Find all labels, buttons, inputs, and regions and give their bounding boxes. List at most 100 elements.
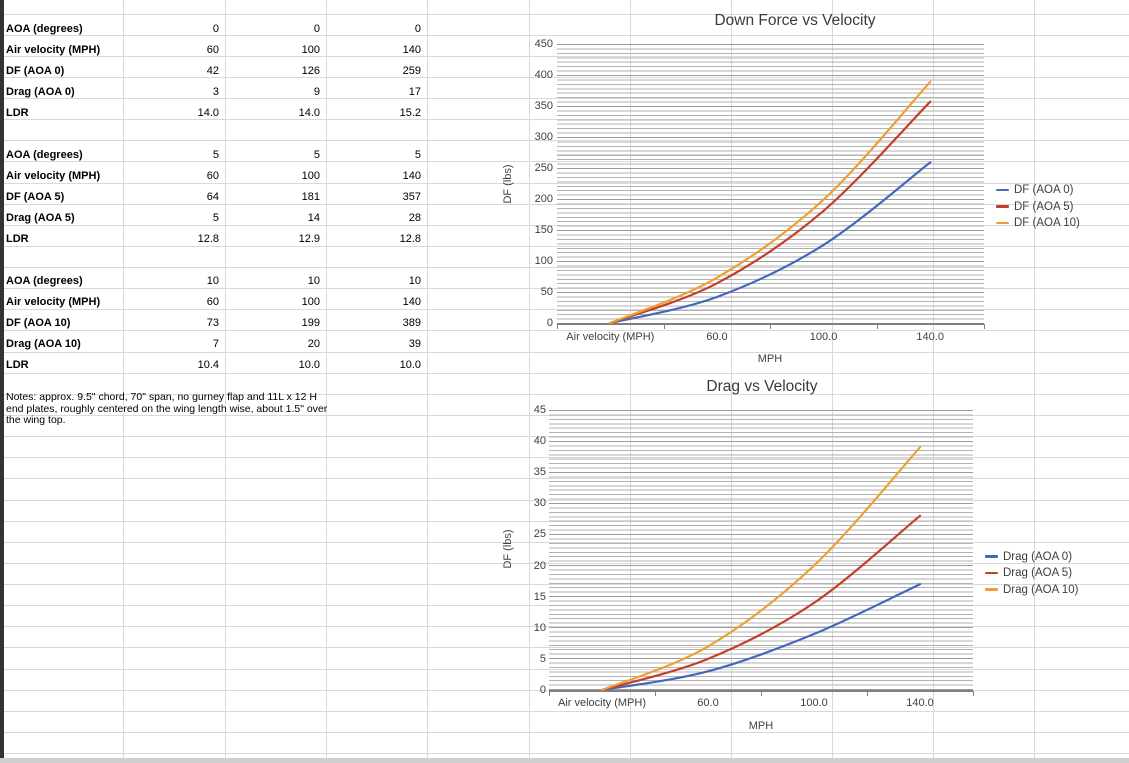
row-label-cell[interactable]: Air velocity (MPH) [6, 170, 101, 182]
gridline-horizontal [0, 330, 1129, 332]
legend-line-swatch [985, 555, 998, 558]
x-axis-category-label: Air velocity (MPH) [557, 697, 646, 709]
row-label-cell[interactable]: Air velocity (MPH) [6, 44, 101, 56]
window-left-edge [0, 0, 4, 758]
value-cell[interactable]: 7 [212, 338, 219, 350]
value-cell[interactable]: 5 [212, 149, 219, 161]
chart-title-downforce: Down Force vs Velocity [714, 12, 876, 29]
value-cell[interactable]: 20 [307, 338, 320, 350]
row-label-cell[interactable]: AOA (degrees) [6, 275, 83, 287]
value-cell[interactable]: 14.0 [197, 107, 219, 119]
value-cell[interactable]: 5 [313, 149, 320, 161]
table-row: Air velocity (MPH) 60 100 140 [0, 292, 430, 313]
value-cell[interactable]: 10 [206, 275, 219, 287]
x-axis-category-label: 60.0 [697, 697, 719, 709]
row-label-cell[interactable]: DF (AOA 0) [6, 65, 65, 77]
value-cell[interactable]: 0 [212, 23, 219, 35]
legend-item[interactable]: DF (AOA 0) [996, 182, 1073, 198]
value-cell[interactable]: 0 [414, 23, 421, 35]
value-cell[interactable]: 259 [402, 65, 421, 77]
table-row: DF (AOA 0) 42 126 259 [0, 61, 430, 82]
row-label-cell[interactable]: AOA (degrees) [6, 23, 83, 35]
x-axis-tick [973, 691, 974, 696]
value-cell[interactable]: 5 [212, 212, 219, 224]
value-cell[interactable]: 100 [301, 44, 320, 56]
legend-label: Drag (AOA 10) [1003, 583, 1079, 596]
value-cell[interactable]: 28 [408, 212, 421, 224]
value-cell[interactable]: 140 [402, 296, 421, 308]
value-cell[interactable]: 12.8 [197, 233, 219, 245]
gridline-vertical [123, 0, 124, 758]
value-cell[interactable]: 73 [206, 317, 219, 329]
x-axis-tick [770, 324, 772, 329]
legend-item[interactable]: Drag (AOA 5) [985, 565, 1072, 581]
x-axis-tick [876, 324, 878, 329]
value-cell[interactable]: 126 [301, 65, 320, 77]
value-cell[interactable]: 0 [313, 23, 320, 35]
value-cell[interactable]: 10.4 [197, 359, 219, 371]
row-label-cell[interactable]: AOA (degrees) [6, 149, 83, 161]
gridline-horizontal [0, 710, 1129, 712]
value-cell[interactable]: 199 [301, 317, 320, 329]
value-cell[interactable]: 5 [414, 149, 421, 161]
notes-cell[interactable]: Notes: approx. 9.5" chord, 70" span, no … [6, 391, 328, 426]
legend-label: DF (AOA 0) [1014, 184, 1074, 196]
row-label-cell[interactable]: LDR [6, 107, 29, 119]
legend-label: Drag (AOA 5) [1003, 567, 1073, 579]
gridline-vertical [529, 0, 530, 758]
legend-item[interactable]: DF (AOA 10) [996, 215, 1080, 231]
y-axis-tick-label: 45 [533, 404, 546, 416]
row-label-cell[interactable]: LDR [6, 233, 29, 245]
x-axis-category-label: 140.0 [916, 331, 944, 343]
legend-item[interactable]: DF (AOA 5) [996, 199, 1073, 215]
y-axis-tick-label: 100 [534, 255, 553, 267]
value-cell[interactable]: 357 [402, 191, 421, 203]
value-cell[interactable]: 389 [402, 317, 421, 329]
y-axis-tick-label: 0 [539, 684, 546, 696]
value-cell[interactable]: 64 [206, 191, 219, 203]
value-cell[interactable]: 15.2 [399, 107, 421, 119]
value-cell[interactable]: 39 [408, 338, 421, 350]
value-cell[interactable]: 14.0 [298, 107, 320, 119]
value-cell[interactable]: 3 [212, 86, 219, 98]
row-label-cell[interactable]: Air velocity (MPH) [6, 296, 101, 308]
value-cell[interactable]: 10.0 [399, 359, 421, 371]
row-label-cell[interactable]: DF (AOA 5) [6, 191, 65, 203]
row-label-cell[interactable]: LDR [6, 359, 29, 371]
legend-line-swatch [996, 188, 1009, 192]
legend-item[interactable]: Drag (AOA 10) [985, 582, 1078, 598]
row-label-cell[interactable]: DF (AOA 10) [6, 317, 71, 329]
value-cell[interactable]: 140 [402, 44, 421, 56]
value-cell[interactable]: 9 [313, 86, 320, 98]
value-cell[interactable]: 42 [206, 65, 219, 77]
x-axis-tick [557, 324, 558, 329]
gridline-horizontal [0, 372, 1129, 374]
value-cell[interactable]: 12.9 [298, 233, 320, 245]
y-axis-tick-label: 10 [533, 621, 546, 634]
row-label-cell[interactable]: Drag (AOA 5) [6, 212, 75, 224]
x-axis-category-label: 100.0 [809, 331, 838, 343]
value-cell[interactable]: 60 [206, 44, 219, 56]
value-cell[interactable]: 100 [301, 170, 320, 182]
value-cell[interactable]: 60 [206, 296, 219, 308]
gridline-horizontal [0, 731, 1129, 733]
value-cell[interactable]: 181 [301, 191, 320, 203]
value-cell[interactable]: 10 [408, 275, 421, 287]
value-cell[interactable]: 100 [301, 296, 320, 308]
value-cell[interactable]: 14 [307, 212, 320, 224]
table-row: AOA (degrees) 0 0 0 [0, 19, 430, 40]
x-axis-tick [761, 691, 762, 696]
value-cell[interactable]: 10 [307, 275, 320, 287]
value-cell[interactable]: 12.8 [399, 233, 421, 245]
x-axis-tick [867, 691, 868, 696]
row-label-cell[interactable]: Drag (AOA 0) [6, 86, 75, 98]
row-label-cell[interactable]: Drag (AOA 10) [6, 338, 81, 350]
gridline-horizontal [0, 13, 1129, 15]
value-cell[interactable]: 60 [206, 170, 219, 182]
legend-item[interactable]: Drag (AOA 0) [985, 549, 1072, 565]
x-axis-tick [655, 691, 656, 696]
value-cell[interactable]: 10.0 [298, 359, 320, 371]
legend-label: Drag (AOA 0) [1003, 550, 1073, 563]
value-cell[interactable]: 17 [408, 86, 421, 98]
value-cell[interactable]: 140 [402, 170, 421, 182]
